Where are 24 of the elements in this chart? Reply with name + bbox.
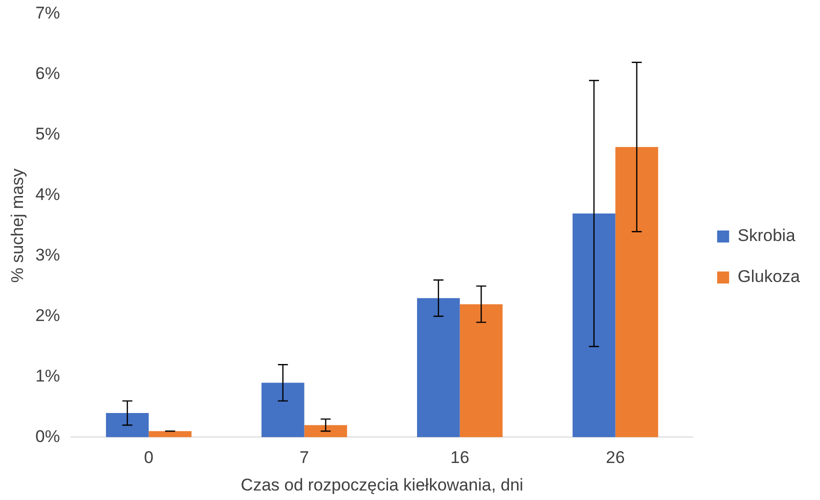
y-tick-label: 6% bbox=[35, 64, 60, 84]
bar bbox=[615, 147, 658, 438]
bar bbox=[304, 425, 348, 438]
y-axis-title: % suchej masy bbox=[8, 168, 27, 283]
y-tick-label: 5% bbox=[35, 124, 60, 144]
y-tick-label: 0% bbox=[35, 426, 60, 446]
legend-label: Skrobia bbox=[738, 226, 796, 246]
bar bbox=[148, 431, 192, 438]
x-tick-label: 26 bbox=[606, 448, 625, 468]
bar bbox=[106, 413, 149, 438]
bar bbox=[417, 298, 460, 438]
bar bbox=[460, 304, 503, 438]
y-tick-label: 2% bbox=[35, 306, 60, 325]
x-tick-label: 0 bbox=[144, 448, 154, 468]
y-tick-label: 4% bbox=[35, 185, 60, 204]
legend-label: Glukoza bbox=[738, 267, 801, 286]
x-axis-title: Czas od rozpoczęcia kiełkowania, dni bbox=[240, 475, 524, 494]
y-tick-label: 3% bbox=[35, 246, 60, 265]
bar bbox=[572, 214, 616, 438]
x-tick-label: 7 bbox=[300, 448, 310, 468]
y-tick-label: 7% bbox=[35, 4, 60, 23]
y-tick-label: 1% bbox=[35, 366, 60, 386]
bar bbox=[262, 382, 304, 438]
x-tick-label: 16 bbox=[450, 448, 470, 468]
